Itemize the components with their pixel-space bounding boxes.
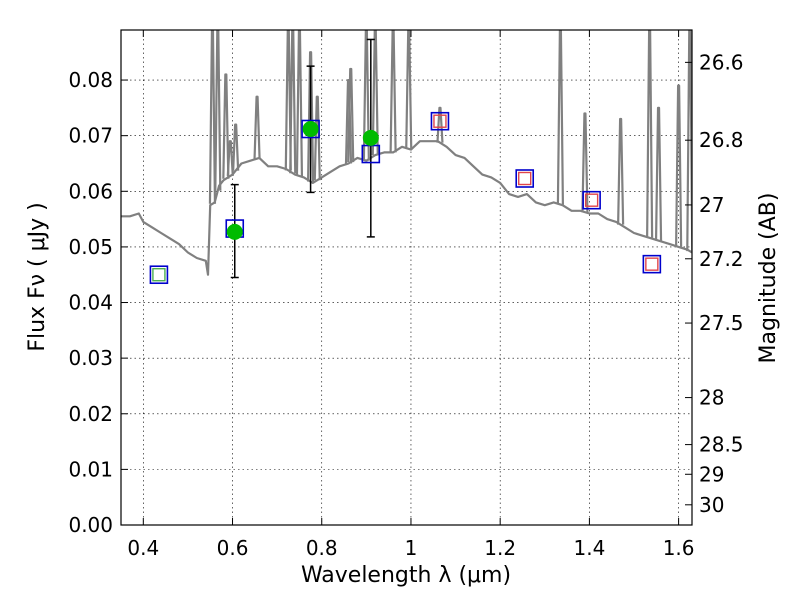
spectrum-emission-line	[646, 30, 654, 238]
spectrum-emission-line	[581, 112, 589, 213]
model-blue-square	[642, 254, 662, 274]
spectrum-emission-line	[253, 95, 261, 159]
y-tick-label: 0.03	[68, 346, 113, 370]
spectrum-emission-line	[347, 67, 355, 163]
x-tick-label: 0.4	[127, 536, 159, 560]
x-tick-label: 0.8	[306, 536, 338, 560]
model-red-square	[518, 171, 532, 186]
spectrum-emission-line	[654, 106, 663, 241]
spectrum-emission-line	[436, 106, 444, 143]
x-axis-label: Wavelength λ (μm)	[301, 563, 511, 588]
model-blue-square	[430, 111, 450, 131]
spectrum-emission-line	[222, 73, 230, 179]
axis-ticks: 0.4 0.6 0.8 1 1.2 1.4 1.6 0.00 0.01 0.02 0.03 0.04 0…	[68, 30, 744, 560]
spectrum-line	[121, 140, 692, 276]
spectrum-emission-line	[295, 30, 304, 177]
spectrum-emission-line	[226, 140, 234, 177]
mag-tick-label: 27.2	[699, 247, 744, 271]
y-tick-label: 0.04	[68, 291, 113, 315]
y-tick-label: 0.00	[68, 513, 113, 537]
mag-tick-label: 27	[699, 193, 724, 217]
x-tick-label: 0.6	[217, 536, 249, 560]
mag-tick-label: 26.8	[699, 128, 744, 152]
x-tick-label: 1.2	[484, 536, 516, 560]
spectrum-emission-line	[405, 30, 413, 149]
mag-tick-label: 28	[699, 386, 724, 410]
spectrum-emission-line	[289, 30, 297, 174]
spectrum-emission-line	[675, 84, 683, 247]
model-green-square	[152, 268, 166, 282]
spectrum-emission-line	[617, 117, 625, 225]
spectrum-emission-line	[556, 30, 565, 205]
model-blue-square	[149, 265, 169, 285]
spectrum-emission-line	[313, 95, 321, 181]
mag-tick-label: 29	[699, 462, 724, 486]
mag-tick-label: 26.6	[699, 50, 744, 74]
spectrum-emission-line	[371, 30, 379, 156]
spectrum-emission-line	[214, 30, 222, 191]
model-red-square	[645, 257, 659, 271]
model-blue-square	[582, 190, 601, 210]
spectrum-emission-line	[306, 51, 315, 182]
x-tick-label: 1.6	[663, 536, 695, 560]
y-axis-label: Flux Fν ( μJy )	[25, 202, 50, 351]
observed-point	[226, 223, 243, 240]
x-tick-label: 1.4	[573, 536, 605, 560]
y-tick-label: 0.08	[68, 68, 113, 92]
y-tick-label: 0.02	[68, 402, 113, 426]
observed-point	[362, 129, 379, 146]
mag-tick-label: 30	[699, 493, 724, 517]
mag-tick-label: 28.5	[699, 433, 744, 457]
data-layer	[121, 30, 692, 285]
model-blue-square	[301, 119, 320, 139]
model-blue-square	[515, 169, 535, 188]
observed-point	[302, 121, 319, 137]
spectrum-emission-line	[208, 30, 217, 204]
spectrum-emission-line	[284, 30, 292, 171]
x-tick-label: 1	[405, 536, 418, 560]
y-tick-label: 0.05	[68, 235, 113, 259]
plot-frame	[120, 29, 693, 526]
y-tick-label: 0.06	[68, 179, 113, 203]
spectrum-emission-line	[362, 30, 370, 161]
mag-tick-label: 27.5	[699, 311, 744, 335]
y-tick-label: 0.01	[68, 457, 113, 481]
spectrum-emission-line	[232, 123, 240, 171]
y-tick-label: 0.07	[68, 124, 113, 148]
model-red-square	[584, 193, 599, 207]
spectrum-emission-line	[389, 30, 397, 153]
right-axis-label: Magnitude (AB)	[756, 193, 781, 364]
model-red-square	[433, 114, 447, 128]
